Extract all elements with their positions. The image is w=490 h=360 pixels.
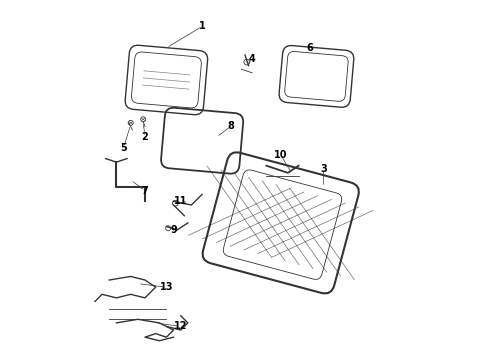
Text: 8: 8	[227, 121, 234, 131]
Text: 10: 10	[274, 150, 288, 160]
Text: 3: 3	[320, 164, 327, 174]
Text: 12: 12	[174, 321, 188, 332]
Text: 5: 5	[120, 143, 127, 153]
Text: 1: 1	[199, 21, 205, 31]
Text: 13: 13	[160, 282, 173, 292]
Text: 6: 6	[306, 43, 313, 53]
Text: 11: 11	[174, 197, 188, 206]
Text: 2: 2	[142, 132, 148, 142]
Text: 9: 9	[170, 225, 177, 235]
Text: 7: 7	[142, 186, 148, 196]
Text: 4: 4	[249, 54, 255, 64]
